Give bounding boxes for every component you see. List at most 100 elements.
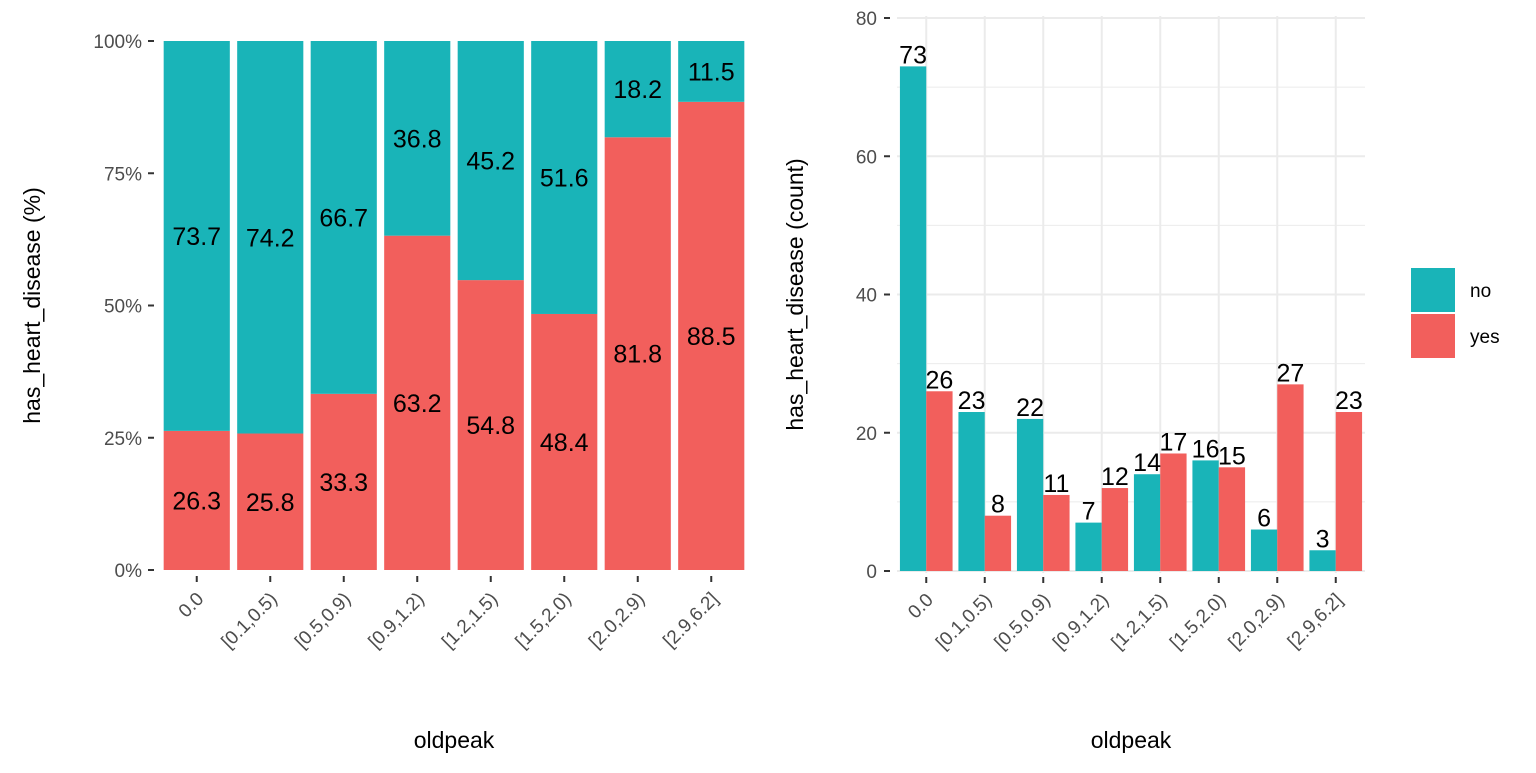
x-tick-label: [2.9,6.2]: [659, 589, 722, 652]
bar-no: [678, 41, 745, 102]
y-tick-label: 100%: [93, 32, 142, 53]
x-tick-label: [0.1,0.5): [218, 589, 282, 653]
x-tick-label: 0.0: [175, 589, 209, 623]
bar-yes: [984, 515, 1012, 571]
bar-no: [1133, 474, 1161, 571]
bar-no: [958, 412, 985, 571]
bar-yes: [1160, 453, 1187, 571]
bar-yes: [163, 430, 230, 570]
data-label-no: 73.7: [172, 223, 221, 251]
bar-no: [1192, 460, 1219, 571]
x-tick-label: [0.5,0.9): [291, 589, 355, 653]
x-tick-label: [0.5,0.9): [991, 590, 1055, 654]
bar-no: [237, 41, 304, 434]
data-label-no: 3: [1316, 525, 1330, 553]
data-label-no: 45.2: [466, 148, 515, 176]
bar-no: [604, 41, 671, 138]
data-label-yes: 48.4: [540, 429, 589, 457]
data-label-no: 22: [1016, 394, 1044, 422]
x-tick-label: [1.2,1.5): [1108, 590, 1172, 654]
x-axis-title: oldpeak: [1091, 727, 1172, 753]
legend-label-no: no: [1470, 281, 1491, 302]
data-label-yes: 63.2: [393, 390, 442, 418]
legend-swatch-no: [1411, 268, 1455, 312]
data-label-no: 11.5: [688, 58, 735, 86]
x-tick-label: [1.2,1.5): [438, 589, 502, 653]
x-tick-label: [2.0,2.9): [1225, 590, 1289, 654]
x-axis-title: oldpeak: [414, 727, 495, 753]
bar-yes: [1277, 384, 1304, 571]
bar-no: [531, 41, 598, 314]
data-label-no: 66.7: [319, 204, 368, 232]
bar-no: [310, 41, 377, 394]
y-tick-label: 20: [856, 424, 877, 445]
data-label-no: 7: [1082, 498, 1096, 526]
bar-no: [457, 41, 524, 281]
y-tick-label: 25%: [104, 429, 142, 450]
bar-yes: [1335, 412, 1363, 571]
data-label-no: 6: [1257, 505, 1271, 533]
data-label-no: 73: [899, 41, 927, 69]
bar-yes: [310, 393, 377, 570]
y-tick-label: 50%: [104, 297, 142, 318]
y-tick-label: 60: [856, 147, 877, 168]
bar-yes: [678, 101, 745, 571]
data-label-yes: 15: [1218, 442, 1246, 470]
stacked-percent-chart: 0% 25% 50% 75% 100% 26.3 73.7 0.0 25.8 74.2 [0.1,0…: [19, 32, 745, 753]
bar-no: [1016, 418, 1044, 571]
legend-swatch-yes: [1411, 314, 1455, 358]
data-label-no: 23: [958, 387, 986, 415]
data-label-yes: 33.3: [319, 469, 368, 497]
bar-yes: [926, 391, 953, 571]
data-label-yes: 54.8: [466, 412, 515, 440]
data-label-yes: 12: [1101, 463, 1129, 491]
x-tick-label: [1.5,2.0): [512, 589, 576, 653]
bar-no: [1309, 550, 1336, 571]
y-tick-label: 0: [866, 562, 877, 583]
bar-yes: [1101, 488, 1129, 571]
data-label-no: 36.8: [393, 125, 442, 153]
data-label-no: 16: [1192, 435, 1220, 463]
bar-yes: [237, 433, 304, 570]
x-tick-label: [1.5,2.0): [1166, 590, 1230, 654]
x-tick-label: [0.9,1.2): [1049, 590, 1113, 654]
bar-no: [1250, 529, 1278, 571]
x-tick-label: 0.0: [904, 590, 938, 624]
data-label-yes: 88.5: [687, 323, 736, 351]
x-tick-label: [0.9,1.2): [365, 589, 429, 653]
bar-yes: [531, 313, 598, 570]
x-tick-label: [2.9,6.2]: [1284, 590, 1347, 653]
x-tick-label: [0.1,0.5): [932, 590, 996, 654]
data-label-yes: 25.8: [246, 489, 295, 517]
data-label-yes: 81.8: [613, 341, 662, 369]
bar-no: [384, 41, 451, 236]
y-tick-label: 75%: [104, 164, 142, 185]
bar-yes: [384, 235, 451, 570]
y-tick-label: 80: [856, 9, 877, 30]
data-label-no: 51.6: [540, 164, 589, 192]
data-label-yes: 27: [1277, 359, 1305, 387]
data-label-no: 74.2: [246, 224, 295, 252]
data-label-yes: 26.3: [172, 487, 221, 515]
bar-no: [899, 66, 927, 571]
data-label-yes: 23: [1335, 387, 1363, 415]
data-label-no: 14: [1133, 449, 1161, 477]
bar-yes: [1043, 494, 1070, 571]
data-label-yes: 26: [926, 366, 954, 394]
y-tick-label: 0%: [115, 561, 143, 582]
legend-label-yes: yes: [1470, 327, 1500, 348]
bar-yes: [604, 137, 671, 570]
legend: no yes: [1411, 268, 1500, 358]
bar-yes: [457, 280, 524, 570]
data-label-yes: 11: [1043, 470, 1069, 498]
count-bar-chart: 02040608073260.0238[0.1,0.5)2211[0.5,0.9…: [782, 9, 1365, 753]
y-axis-title: has_heart_disease (count): [782, 158, 808, 430]
y-axis-title: has_heart_disease (%): [19, 187, 45, 424]
bar-yes: [1218, 467, 1246, 571]
y-tick-label: 40: [856, 286, 877, 307]
bar-no: [1075, 522, 1102, 571]
data-label-no: 18.2: [613, 76, 662, 104]
bar-no: [163, 41, 230, 431]
